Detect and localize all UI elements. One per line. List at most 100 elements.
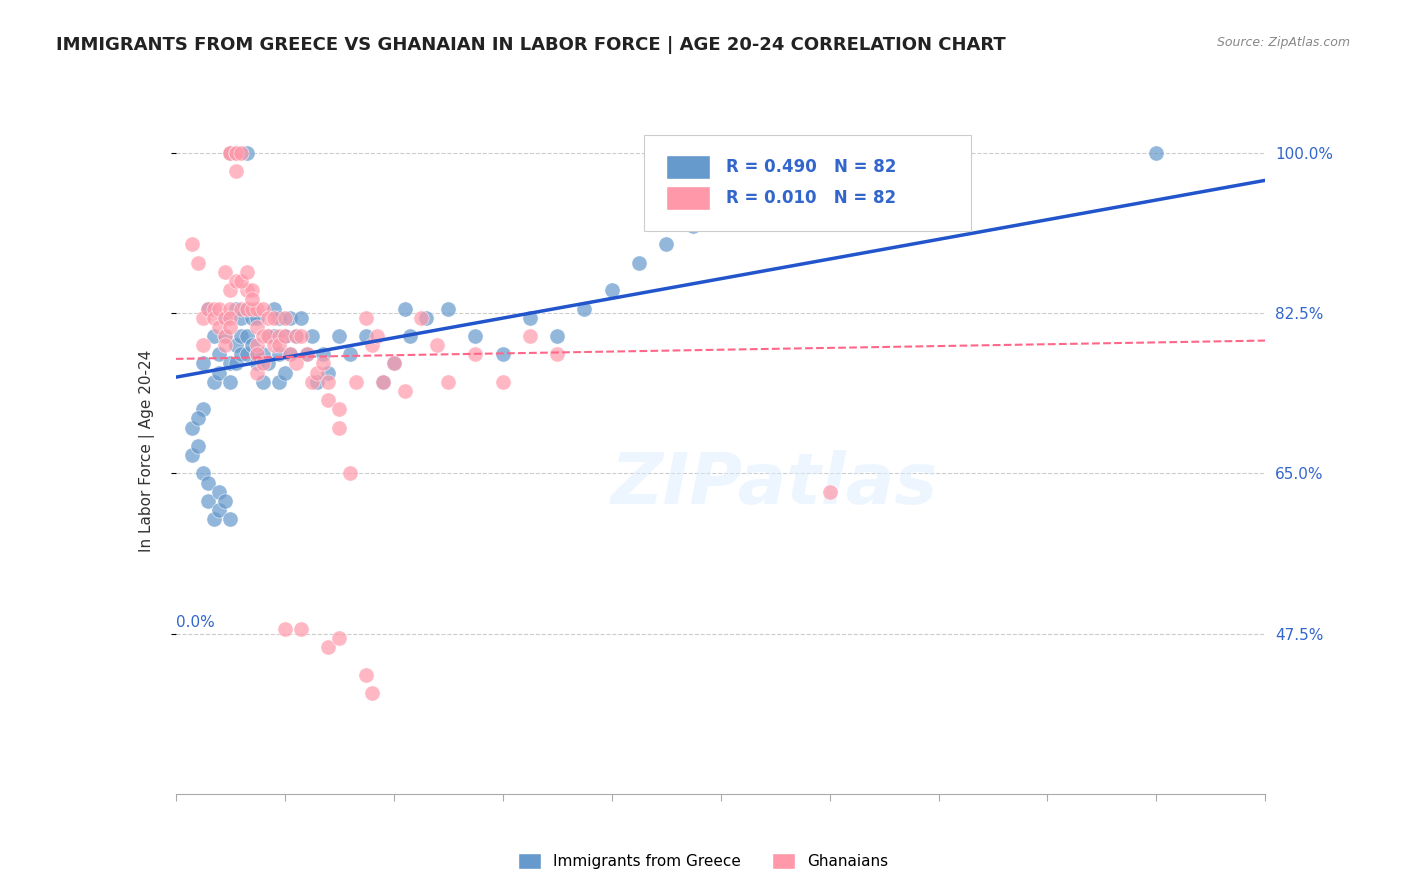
Immigrants from Greece [257,329,280,343]
Ghanaians [437,375,460,389]
Immigrants from Greece [214,310,236,325]
Immigrants from Greece [186,439,209,453]
Immigrants from Greece [219,356,242,370]
Immigrants from Greece [235,347,257,361]
Immigrants from Greece [181,420,204,434]
Ghanaians [252,329,274,343]
Immigrants from Greece [818,173,841,187]
Immigrants from Greece [208,366,231,380]
Immigrants from Greece [219,145,242,160]
Immigrants from Greece [295,347,318,361]
Ghanaians [546,347,568,361]
Immigrants from Greece [307,375,329,389]
Ghanaians [214,265,236,279]
Immigrants from Greece [235,329,257,343]
Immigrants from Greece [399,329,422,343]
FancyBboxPatch shape [644,135,972,231]
Ghanaians [328,420,350,434]
Text: IMMIGRANTS FROM GREECE VS GHANAIAN IN LABOR FORCE | AGE 20-24 CORRELATION CHART: IMMIGRANTS FROM GREECE VS GHANAIAN IN LA… [56,36,1005,54]
Ghanaians [301,375,323,389]
Ghanaians [231,301,253,316]
Ghanaians [246,366,269,380]
Ghanaians [318,640,340,655]
Ghanaians [492,375,515,389]
Ghanaians [225,145,247,160]
Ghanaians [269,329,291,343]
Immigrants from Greece [546,329,568,343]
Immigrants from Greece [394,301,416,316]
Immigrants from Greece [219,512,242,526]
Immigrants from Greece [191,467,214,481]
Ghanaians [214,329,236,343]
Immigrants from Greece [519,310,541,325]
Immigrants from Greece [181,448,204,462]
Immigrants from Greece [356,329,378,343]
Ghanaians [246,338,269,352]
Immigrants from Greece [231,310,253,325]
Ghanaians [240,283,263,297]
Immigrants from Greece [284,329,307,343]
Text: ZIPatlas: ZIPatlas [612,450,939,519]
Text: 0.0%: 0.0% [176,615,215,631]
Immigrants from Greece [231,329,253,343]
FancyBboxPatch shape [666,155,710,179]
Ghanaians [246,319,269,334]
Immigrants from Greece [263,329,285,343]
Ghanaians [235,301,257,316]
Text: Source: ZipAtlas.com: Source: ZipAtlas.com [1216,36,1350,49]
Ghanaians [197,301,219,316]
Ghanaians [219,145,242,160]
Immigrants from Greece [252,375,274,389]
Immigrants from Greece [202,512,225,526]
Ghanaians [257,310,280,325]
Immigrants from Greece [655,237,678,252]
Immigrants from Greece [328,329,350,343]
Immigrants from Greece [202,375,225,389]
Ghanaians [219,283,242,297]
Immigrants from Greece [301,329,323,343]
Ghanaians [208,319,231,334]
Ghanaians [214,338,236,352]
Immigrants from Greece [235,301,257,316]
Immigrants from Greece [382,356,405,370]
Ghanaians [360,686,382,700]
Ghanaians [202,301,225,316]
Ghanaians [339,467,361,481]
Ghanaians [181,237,204,252]
Immigrants from Greece [246,310,269,325]
FancyBboxPatch shape [666,186,710,211]
Ghanaians [394,384,416,398]
Ghanaians [219,301,242,316]
Immigrants from Greece [191,402,214,417]
Ghanaians [371,375,394,389]
Ghanaians [426,338,449,352]
Immigrants from Greece [492,347,515,361]
Ghanaians [295,347,318,361]
Immigrants from Greece [269,347,291,361]
Ghanaians [312,356,335,370]
Ghanaians [382,356,405,370]
Ghanaians [356,310,378,325]
Ghanaians [269,338,291,352]
Immigrants from Greece [464,329,486,343]
Ghanaians [344,375,367,389]
Immigrants from Greece [208,484,231,499]
Ghanaians [328,631,350,645]
Ghanaians [263,338,285,352]
Immigrants from Greece [219,375,242,389]
Immigrants from Greece [278,310,301,325]
Y-axis label: In Labor Force | Age 20-24: In Labor Force | Age 20-24 [139,350,155,551]
Ghanaians [246,347,269,361]
Immigrants from Greece [710,210,733,224]
Immigrants from Greece [318,366,340,380]
Ghanaians [214,310,236,325]
Immigrants from Greece [240,310,263,325]
Immigrants from Greece [225,338,247,352]
Ghanaians [219,319,242,334]
Immigrants from Greece [225,301,247,316]
Ghanaians [219,145,242,160]
Immigrants from Greece [290,310,312,325]
Ghanaians [257,329,280,343]
Immigrants from Greece [252,347,274,361]
Immigrants from Greece [627,256,650,270]
